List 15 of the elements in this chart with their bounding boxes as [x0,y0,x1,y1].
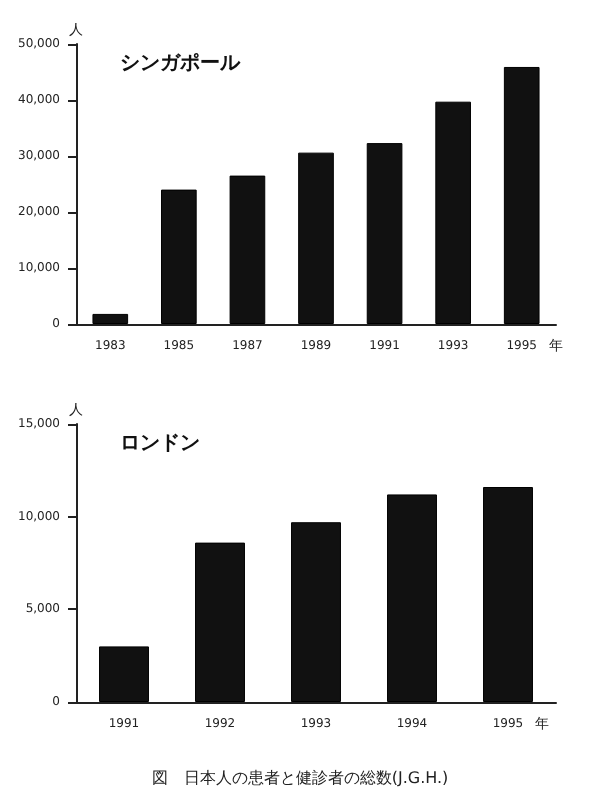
bar [161,189,197,324]
bar [92,313,129,324]
bar [387,494,437,702]
chart-title: シンガポール [120,53,242,75]
text: 図 日本人の患者と健診者の総数(J.G.H.) [151,769,449,787]
bar [195,542,245,702]
bar [435,101,471,324]
bar [366,143,403,324]
bar [503,66,540,324]
bar [99,646,149,702]
bar [483,487,533,702]
chart-title: ロンドン [120,433,200,455]
bar [298,152,334,324]
bar [291,522,341,702]
bar [229,175,266,324]
